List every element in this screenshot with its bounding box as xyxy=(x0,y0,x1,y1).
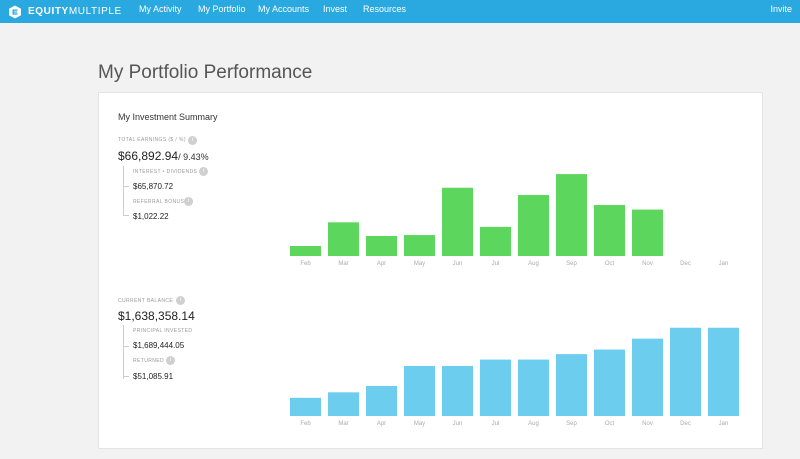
referral-bonus-label: REFERRAL BONUS xyxy=(133,199,185,205)
bar-oct[interactable] xyxy=(594,205,625,256)
logo-light-text: MULTIPLE xyxy=(68,6,122,17)
returned-label: RETURNED xyxy=(133,358,164,364)
section-title: My Investment Summary xyxy=(118,112,218,122)
bar-aug[interactable] xyxy=(518,195,549,256)
x-tick-label: Oct xyxy=(605,261,615,267)
x-tick-label: Dec xyxy=(680,261,691,267)
earnings-bar-chart: Feb Mar Apr May Jun Jul Aug Sep Oct Nov Dec Jan xyxy=(290,174,729,267)
bar-mar[interactable] xyxy=(328,392,359,416)
x-tick-label: Dec xyxy=(680,421,691,427)
logo-wordmark: EQUITYMULTIPLE xyxy=(28,5,122,19)
tree-connector xyxy=(123,376,129,377)
x-tick-label: Jun xyxy=(453,261,463,267)
x-tick-label: May xyxy=(414,261,425,267)
bar-nov[interactable] xyxy=(632,209,663,256)
referral-bonus-value: $1,022.22 xyxy=(133,212,169,221)
bar-apr[interactable] xyxy=(366,235,397,256)
x-tick-label: Jan xyxy=(719,261,729,267)
bar-aug[interactable] xyxy=(518,359,549,416)
nav-my-accounts[interactable]: My Accounts xyxy=(258,4,310,14)
bar-oct[interactable] xyxy=(594,349,625,416)
nav-my-portfolio[interactable]: My Portfolio xyxy=(198,4,246,14)
info-icon[interactable]: i xyxy=(199,167,208,176)
x-tick-label: Sep xyxy=(566,261,577,267)
interest-dividends-label: INTEREST • DIVIDENDS xyxy=(133,169,198,175)
x-tick-label: Mar xyxy=(338,421,348,427)
x-tick-label: Feb xyxy=(300,421,311,427)
balance-bar-chart: Feb Mar Apr May Jun Jul Aug Sep Oct Nov Dec Jan xyxy=(290,327,739,427)
total-earnings-percent: / 9.43% xyxy=(178,152,209,162)
bar-sep[interactable] xyxy=(556,174,587,256)
bar-jul[interactable] xyxy=(480,359,511,416)
x-tick-label: Jan xyxy=(719,421,729,427)
x-tick-label: Jul xyxy=(492,421,500,427)
current-balance-label: CURRENT BALANCE xyxy=(118,298,174,304)
x-tick-label: Apr xyxy=(377,421,386,427)
x-tick-label: Mar xyxy=(338,261,348,267)
x-tick-label: Nov xyxy=(642,261,653,267)
logo-icon xyxy=(8,5,22,19)
x-tick-label: Feb xyxy=(300,261,311,267)
bar-may[interactable] xyxy=(404,235,435,256)
tree-connector xyxy=(123,166,124,216)
bar-feb[interactable] xyxy=(290,397,321,416)
x-tick-label: May xyxy=(414,421,425,427)
tree-connector xyxy=(123,346,129,347)
x-tick-label: Apr xyxy=(377,261,386,267)
bar-jan[interactable] xyxy=(708,327,739,416)
bar-may[interactable] xyxy=(404,365,435,416)
x-tick-label: Aug xyxy=(528,421,539,427)
nav-my-activity[interactable]: My Activity xyxy=(139,4,182,14)
x-tick-label: Nov xyxy=(642,421,653,427)
total-earnings-label: TOTAL EARNINGS ($ / %) xyxy=(118,137,186,143)
returned-value: $51,085.91 xyxy=(133,372,174,381)
bar-dec[interactable] xyxy=(670,327,701,416)
bar-jun[interactable] xyxy=(442,365,473,416)
total-earnings-value: $66,892.94/ 9.43% xyxy=(118,149,209,163)
nav-invite[interactable]: Invite xyxy=(770,4,792,14)
info-icon[interactable]: i xyxy=(188,136,197,145)
bar-mar[interactable] xyxy=(328,222,359,256)
logo-bold-text: EQUITY xyxy=(28,6,69,17)
info-icon[interactable]: i xyxy=(166,356,175,365)
x-tick-label: Jul xyxy=(492,261,500,267)
info-icon[interactable]: i xyxy=(184,197,193,206)
bar-jul[interactable] xyxy=(480,226,511,256)
total-earnings-amount: $66,892.94 xyxy=(118,149,179,163)
bar-sep[interactable] xyxy=(556,354,587,416)
top-nav-bar: EQUITYMULTIPLE My Activity My Portfolio … xyxy=(0,0,800,23)
interest-dividends-value: $65,870.72 xyxy=(133,182,174,191)
x-tick-label: Aug xyxy=(528,261,539,267)
current-balance-value: $1,638,358.14 xyxy=(118,309,195,323)
tree-connector xyxy=(123,325,124,379)
tree-connector xyxy=(123,186,129,187)
bar-jun[interactable] xyxy=(442,187,473,256)
nav-invest[interactable]: Invest xyxy=(323,4,348,14)
info-icon[interactable]: i xyxy=(176,296,185,305)
tree-connector xyxy=(123,215,129,216)
bar-apr[interactable] xyxy=(366,385,397,416)
equitymultiple-logo[interactable]: EQUITYMULTIPLE xyxy=(8,4,122,20)
nav-resources[interactable]: Resources xyxy=(363,4,407,14)
bar-nov[interactable] xyxy=(632,338,663,416)
bar-feb[interactable] xyxy=(290,245,321,256)
x-tick-label: Jun xyxy=(453,421,463,427)
page-title: My Portfolio Performance xyxy=(98,62,313,83)
principal-invested-value: $1,689,444.05 xyxy=(133,341,185,350)
x-tick-label: Sep xyxy=(566,421,577,427)
x-tick-label: Oct xyxy=(605,421,615,427)
principal-invested-label: PRINCIPAL INVESTED xyxy=(133,328,193,334)
